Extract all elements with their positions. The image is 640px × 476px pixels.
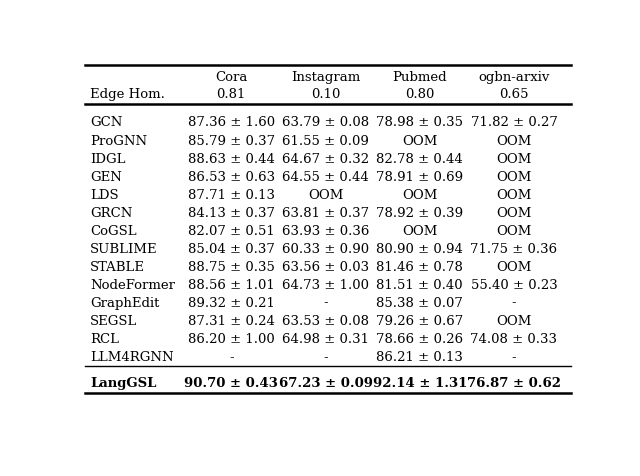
Text: GraphEdit: GraphEdit <box>90 296 159 309</box>
Text: IDGL: IDGL <box>90 152 125 165</box>
Text: 80.90 ± 0.94: 80.90 ± 0.94 <box>376 242 463 255</box>
Text: RCL: RCL <box>90 332 119 345</box>
Text: OOM: OOM <box>496 314 532 327</box>
Text: -: - <box>512 350 516 363</box>
Text: 64.98 ± 0.31: 64.98 ± 0.31 <box>282 332 369 345</box>
Text: Edge Hom.: Edge Hom. <box>90 88 164 100</box>
Text: 88.75 ± 0.35: 88.75 ± 0.35 <box>188 260 275 273</box>
Text: 64.73 ± 1.00: 64.73 ± 1.00 <box>282 278 369 291</box>
Text: -: - <box>229 350 234 363</box>
Text: 86.20 ± 1.00: 86.20 ± 1.00 <box>188 332 275 345</box>
Text: 0.80: 0.80 <box>405 88 435 100</box>
Text: CoGSL: CoGSL <box>90 224 136 237</box>
Text: 0.81: 0.81 <box>216 88 246 100</box>
Text: Pubmed: Pubmed <box>392 71 447 84</box>
Text: OOM: OOM <box>402 224 438 237</box>
Text: 87.71 ± 0.13: 87.71 ± 0.13 <box>188 188 275 201</box>
Text: -: - <box>323 296 328 309</box>
Text: 84.13 ± 0.37: 84.13 ± 0.37 <box>188 206 275 219</box>
Text: OOM: OOM <box>496 206 532 219</box>
Text: LLM4RGNN: LLM4RGNN <box>90 350 173 363</box>
Text: 92.14 ± 1.31: 92.14 ± 1.31 <box>372 376 467 389</box>
Text: 64.55 ± 0.44: 64.55 ± 0.44 <box>282 170 369 183</box>
Text: 63.81 ± 0.37: 63.81 ± 0.37 <box>282 206 369 219</box>
Text: 82.07 ± 0.51: 82.07 ± 0.51 <box>188 224 275 237</box>
Text: 63.93 ± 0.36: 63.93 ± 0.36 <box>282 224 369 237</box>
Text: LDS: LDS <box>90 188 118 201</box>
Text: 86.53 ± 0.63: 86.53 ± 0.63 <box>188 170 275 183</box>
Text: Cora: Cora <box>215 71 248 84</box>
Text: LangGSL: LangGSL <box>90 376 156 389</box>
Text: 61.55 ± 0.09: 61.55 ± 0.09 <box>282 134 369 147</box>
Text: 82.78 ± 0.44: 82.78 ± 0.44 <box>376 152 463 165</box>
Text: 78.98 ± 0.35: 78.98 ± 0.35 <box>376 116 463 129</box>
Text: 60.33 ± 0.90: 60.33 ± 0.90 <box>282 242 369 255</box>
Text: 78.92 ± 0.39: 78.92 ± 0.39 <box>376 206 463 219</box>
Text: 76.87 ± 0.62: 76.87 ± 0.62 <box>467 376 561 389</box>
Text: GRCN: GRCN <box>90 206 132 219</box>
Text: 87.31 ± 0.24: 87.31 ± 0.24 <box>188 314 275 327</box>
Text: OOM: OOM <box>496 152 532 165</box>
Text: OOM: OOM <box>496 260 532 273</box>
Text: 63.56 ± 0.03: 63.56 ± 0.03 <box>282 260 369 273</box>
Text: 89.32 ± 0.21: 89.32 ± 0.21 <box>188 296 275 309</box>
Text: 81.46 ± 0.78: 81.46 ± 0.78 <box>376 260 463 273</box>
Text: 79.26 ± 0.67: 79.26 ± 0.67 <box>376 314 463 327</box>
Text: 78.91 ± 0.69: 78.91 ± 0.69 <box>376 170 463 183</box>
Text: 88.63 ± 0.44: 88.63 ± 0.44 <box>188 152 275 165</box>
Text: ogbn-arxiv: ogbn-arxiv <box>478 71 550 84</box>
Text: 67.23 ± 0.09: 67.23 ± 0.09 <box>278 376 372 389</box>
Text: 87.36 ± 1.60: 87.36 ± 1.60 <box>188 116 275 129</box>
Text: OOM: OOM <box>496 188 532 201</box>
Text: 78.66 ± 0.26: 78.66 ± 0.26 <box>376 332 463 345</box>
Text: NodeFormer: NodeFormer <box>90 278 175 291</box>
Text: 0.65: 0.65 <box>499 88 529 100</box>
Text: 81.51 ± 0.40: 81.51 ± 0.40 <box>376 278 463 291</box>
Text: OOM: OOM <box>496 224 532 237</box>
Text: GCN: GCN <box>90 116 122 129</box>
Text: OOM: OOM <box>496 170 532 183</box>
Text: GEN: GEN <box>90 170 122 183</box>
Text: 64.67 ± 0.32: 64.67 ± 0.32 <box>282 152 369 165</box>
Text: 71.82 ± 0.27: 71.82 ± 0.27 <box>470 116 557 129</box>
Text: Instagram: Instagram <box>291 71 360 84</box>
Text: OOM: OOM <box>402 134 438 147</box>
Text: 0.10: 0.10 <box>311 88 340 100</box>
Text: 71.75 ± 0.36: 71.75 ± 0.36 <box>470 242 557 255</box>
Text: OOM: OOM <box>496 134 532 147</box>
Text: 90.70 ± 0.43: 90.70 ± 0.43 <box>184 376 278 389</box>
Text: ProGNN: ProGNN <box>90 134 147 147</box>
Text: 63.79 ± 0.08: 63.79 ± 0.08 <box>282 116 369 129</box>
Text: SEGSL: SEGSL <box>90 314 138 327</box>
Text: STABLE: STABLE <box>90 260 145 273</box>
Text: 55.40 ± 0.23: 55.40 ± 0.23 <box>470 278 557 291</box>
Text: OOM: OOM <box>308 188 343 201</box>
Text: 63.53 ± 0.08: 63.53 ± 0.08 <box>282 314 369 327</box>
Text: 85.38 ± 0.07: 85.38 ± 0.07 <box>376 296 463 309</box>
Text: 85.79 ± 0.37: 85.79 ± 0.37 <box>188 134 275 147</box>
Text: 86.21 ± 0.13: 86.21 ± 0.13 <box>376 350 463 363</box>
Text: 88.56 ± 1.01: 88.56 ± 1.01 <box>188 278 275 291</box>
Text: -: - <box>323 350 328 363</box>
Text: -: - <box>512 296 516 309</box>
Text: OOM: OOM <box>402 188 438 201</box>
Text: 74.08 ± 0.33: 74.08 ± 0.33 <box>470 332 557 345</box>
Text: SUBLIME: SUBLIME <box>90 242 157 255</box>
Text: 85.04 ± 0.37: 85.04 ± 0.37 <box>188 242 275 255</box>
